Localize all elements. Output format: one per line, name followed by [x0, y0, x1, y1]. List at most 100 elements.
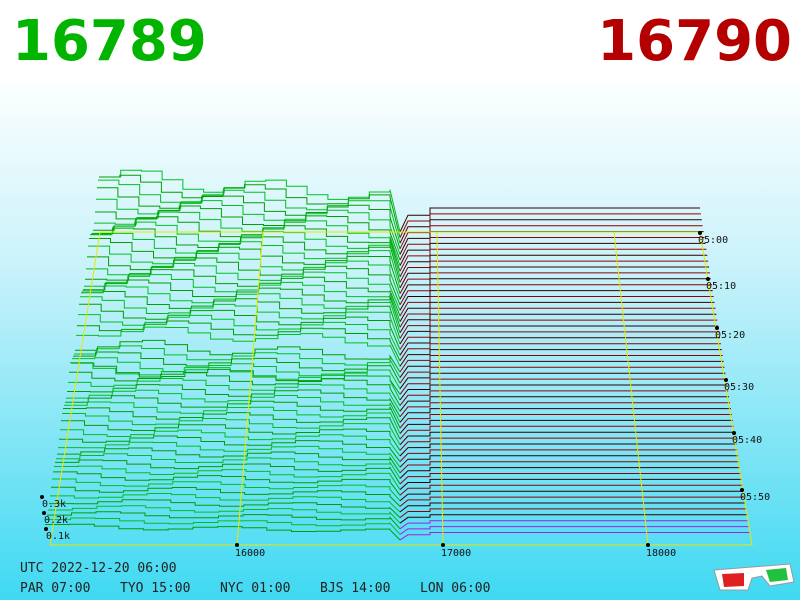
price-tick-label: 17000 — [441, 548, 471, 559]
bid-depth-line — [62, 413, 401, 446]
bid-depth-line — [70, 362, 401, 401]
tick-dot — [235, 543, 239, 547]
bid-depth-line — [58, 441, 401, 468]
ask-depth-line — [399, 455, 739, 468]
bid-depth-line — [75, 339, 401, 373]
ask-depth-line — [399, 378, 727, 395]
ask-depth-line — [399, 337, 720, 356]
bid-depth-line — [60, 429, 401, 457]
tick-dot — [44, 527, 48, 531]
axis-labels: 16000 17000 18000 05:00 05:10 05:20 05:30 05:40… — [40, 231, 770, 559]
tick-dot — [732, 431, 736, 435]
bid-depth-line — [48, 505, 401, 524]
ask-depth-line — [399, 449, 738, 462]
time-tick-label: 05:50 — [740, 492, 770, 503]
ask-depth-line — [399, 396, 730, 412]
bid-depth-line — [78, 314, 401, 356]
ask-depth-line — [399, 284, 712, 306]
bid-depth-line — [63, 407, 401, 440]
ask-depth-line — [399, 290, 713, 311]
ask-depth-line — [399, 390, 729, 406]
bid-depth-line — [67, 384, 401, 418]
ask-depth-line — [399, 473, 741, 485]
zone-time: NYC 01:00 — [220, 581, 290, 596]
depth-tick-label: 0.2k — [44, 515, 68, 526]
bid-depth-line — [68, 378, 401, 412]
ask-depth-line — [399, 496, 745, 507]
ask-depth-line — [399, 532, 750, 541]
tick-dot — [646, 543, 650, 547]
time-tick-label: 05:20 — [715, 330, 745, 341]
red-lens — [722, 573, 744, 587]
world-clocks: PAR 07:00 TYO 15:00 NYC 01:00 BJS 14:00 LON … — [20, 581, 490, 596]
tick-dot — [40, 495, 44, 499]
zone-time: LON 06:00 — [420, 581, 490, 596]
ask-depth-line — [399, 242, 706, 266]
bid-depth-line — [50, 493, 401, 513]
time-tick-label: 05:00 — [698, 235, 728, 246]
bid-depth-line — [74, 345, 401, 378]
bid-depth-line — [98, 179, 401, 244]
ask-depth-line — [399, 508, 747, 518]
bid-depth-line — [92, 221, 401, 277]
tick-dot — [740, 488, 744, 492]
green-lens — [766, 568, 788, 582]
price-tick-label: 16000 — [235, 548, 265, 559]
bid-depth-line — [69, 371, 401, 406]
bid-price: 16789 — [12, 9, 207, 74]
bid-depth-line — [45, 523, 401, 541]
bid-depth-line — [72, 357, 401, 390]
depth-tick-label: 0.1k — [46, 531, 70, 542]
ask-depth-line — [399, 431, 735, 446]
ask-depth-line — [399, 425, 734, 440]
time-tick-label: 05:10 — [706, 281, 736, 292]
depth-tick-label: 0.3k — [42, 499, 66, 510]
ask-depth-line — [399, 520, 749, 530]
bid-depth-line — [76, 326, 401, 367]
price-tick-label: 18000 — [646, 548, 676, 559]
ask-depth-line — [399, 490, 744, 502]
ask-depth-line — [399, 325, 719, 345]
bid-depth-line — [56, 453, 401, 479]
bid-depth-line — [95, 205, 401, 261]
bid-depth-line — [89, 238, 401, 294]
bid-depth-line — [52, 478, 401, 502]
ask-depth-line — [399, 414, 732, 429]
bid-depth-line — [66, 389, 401, 423]
ask-depth-line — [399, 307, 716, 328]
ask-depth-line — [399, 502, 746, 513]
ask-depth-line — [399, 443, 737, 457]
time-tick-label: 05:40 — [732, 435, 762, 446]
bid-depth-line — [80, 296, 401, 345]
bid-depth-line — [55, 459, 401, 485]
ask-depth-line — [399, 301, 715, 322]
bid-depth-line — [99, 174, 401, 238]
bid-depth-line — [82, 285, 401, 333]
ask-depth-line — [399, 355, 723, 373]
ask-depth-line — [399, 319, 718, 339]
ask-depth-line — [399, 478, 742, 490]
time-tick-label: 05:30 — [724, 382, 754, 393]
bid-depth-line — [100, 169, 401, 233]
ask-depth-line — [399, 313, 717, 334]
bid-depth-line — [91, 227, 401, 283]
ask-depth-line — [399, 437, 736, 451]
bid-depth-line — [46, 517, 401, 535]
ask-depth-line — [399, 331, 720, 350]
grid-line — [436, 231, 444, 546]
floor-grid — [49, 231, 753, 546]
ask-depth-line — [399, 384, 728, 401]
tick-dot — [724, 378, 728, 382]
depth-surface — [45, 169, 750, 541]
bid-depth-line — [53, 471, 401, 496]
zone-time: PAR 07:00 — [20, 581, 90, 596]
bid-depth-line — [71, 362, 401, 395]
bid-depth-line — [96, 198, 401, 255]
bid-depth-line — [90, 232, 401, 289]
3d-glasses-icon[interactable] — [713, 563, 795, 591]
bid-depth-line — [77, 320, 401, 362]
ask-depth-line — [399, 372, 726, 390]
ask-depth-line — [399, 514, 748, 524]
utc-time: UTC 2022-12-20 06:00 — [20, 561, 177, 576]
ask-depth-line — [399, 408, 731, 423]
